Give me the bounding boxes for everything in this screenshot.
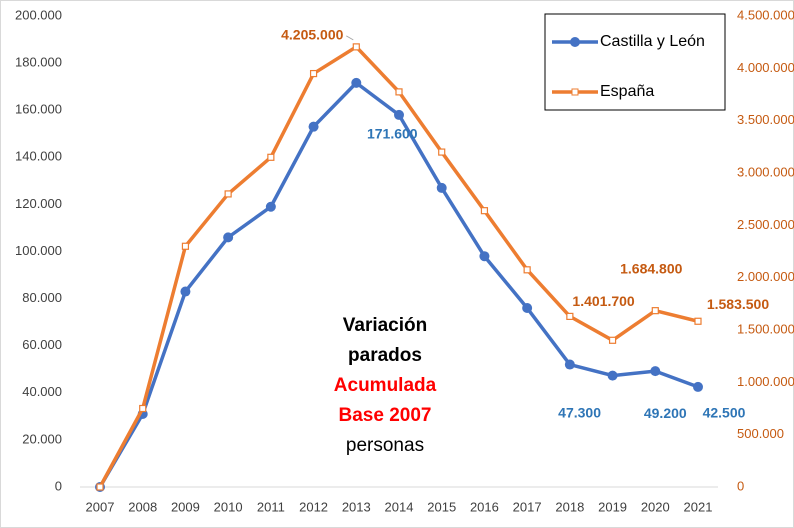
y2-tick-label: 4.000.000 — [737, 60, 794, 75]
legend-marker — [571, 88, 579, 96]
point — [308, 121, 319, 132]
annotation: personas — [346, 435, 424, 456]
x-tick-label: 2008 — [128, 499, 157, 514]
point — [265, 201, 276, 212]
y2-tick-label: 3.000.000 — [737, 164, 794, 179]
legend-label: Castilla y León — [600, 33, 705, 50]
y2-tick-label: 4.500.000 — [737, 7, 794, 22]
point — [267, 153, 275, 161]
point — [351, 77, 362, 88]
x-tick-label: 2021 — [684, 499, 713, 514]
point — [607, 370, 618, 381]
y-tick-label: 80.000 — [22, 290, 62, 305]
y2-tick-label: 2.000.000 — [737, 269, 794, 284]
annotation: Variación — [343, 315, 428, 336]
data-label: 1.684.800 — [620, 260, 682, 276]
data-label: 47.300 — [558, 404, 601, 420]
x-tick-label: 2017 — [513, 499, 542, 514]
x-tick-label: 2016 — [470, 499, 499, 514]
data-label: 1.401.700 — [572, 293, 634, 309]
point — [522, 303, 533, 314]
point — [139, 404, 147, 413]
x-tick-label: 2007 — [86, 499, 115, 514]
y2-tick-label: 500.000 — [737, 426, 784, 441]
data-label: 1.583.500 — [707, 296, 769, 312]
point — [693, 381, 703, 392]
point — [96, 483, 104, 491]
point — [180, 286, 191, 297]
point — [181, 242, 190, 250]
point — [438, 148, 446, 156]
y-tick-label: 180.000 — [15, 55, 62, 70]
x-tick-label: 2010 — [214, 499, 243, 514]
y-tick-label: 100.000 — [15, 243, 62, 258]
x-tick-label: 2012 — [299, 499, 328, 514]
x-tick-label: 2020 — [641, 499, 670, 514]
data-label: 4.205.000 — [281, 27, 343, 43]
point — [564, 359, 575, 370]
y2-tick-label: 2.500.000 — [737, 217, 794, 232]
y-tick-label: 160.000 — [15, 102, 62, 117]
data-label: 171.600 — [367, 126, 418, 142]
legend-marker — [570, 37, 580, 47]
y-tick-label: 140.000 — [15, 149, 62, 164]
point — [566, 312, 574, 320]
y2-tick-label: 1.500.000 — [737, 321, 794, 336]
y-tick-label: 40.000 — [22, 384, 62, 399]
point — [352, 43, 360, 51]
point — [480, 207, 489, 215]
x-tick-label: 2013 — [342, 499, 371, 514]
point — [394, 109, 404, 120]
annotation: Acumulada — [334, 375, 437, 396]
leader-line — [346, 35, 354, 41]
point — [523, 266, 531, 274]
y2-tick-label: 1.000.000 — [737, 374, 794, 389]
y-tick-label: 60.000 — [22, 337, 62, 352]
point — [395, 88, 403, 96]
point — [223, 232, 234, 243]
legend-label: España — [600, 83, 654, 100]
data-label: 49.200 — [644, 405, 687, 421]
point — [436, 182, 447, 193]
point — [224, 190, 232, 198]
annotation: parados — [348, 345, 422, 366]
point — [309, 69, 318, 78]
x-tick-label: 2009 — [171, 499, 200, 514]
x-tick-label: 2019 — [598, 499, 627, 514]
y-tick-label: 120.000 — [15, 196, 62, 211]
point — [694, 317, 702, 325]
y-tick-label: 0 — [55, 478, 62, 493]
y-tick-label: 20.000 — [22, 431, 62, 446]
annotation: Base 2007 — [339, 405, 432, 426]
point — [650, 366, 661, 377]
x-tick-label: 2015 — [427, 499, 456, 514]
point — [479, 251, 490, 262]
point — [608, 336, 617, 344]
data-label: 42.500 — [703, 405, 746, 421]
x-tick-label: 2018 — [555, 499, 584, 514]
y2-tick-label: 0 — [737, 478, 744, 493]
x-tick-label: 2014 — [385, 499, 414, 514]
x-tick-label: 2011 — [257, 499, 285, 514]
point — [651, 307, 659, 315]
y-tick-label: 200.000 — [15, 7, 62, 22]
y2-tick-label: 3.500.000 — [737, 112, 794, 127]
